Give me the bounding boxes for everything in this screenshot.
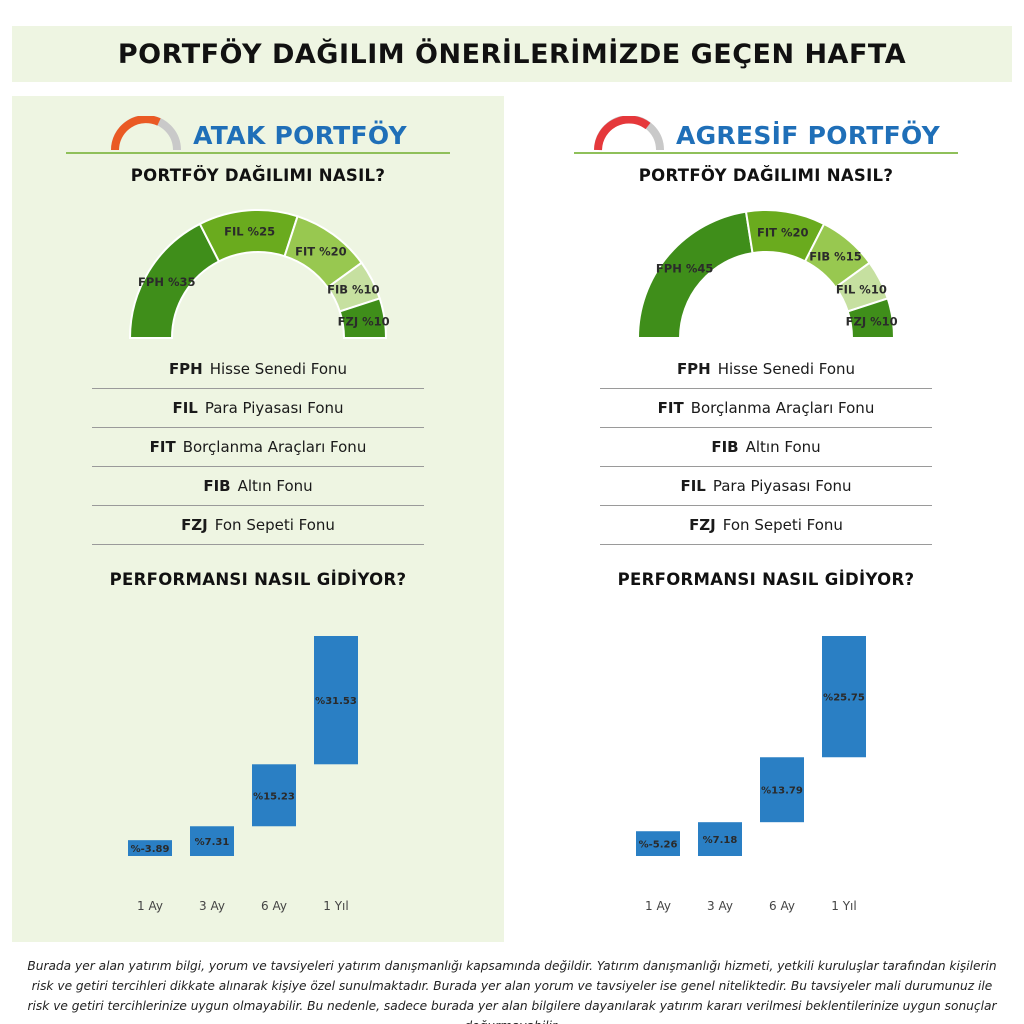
gauge-segment-fzj [338,297,388,339]
performance-chart: %-5.26 1 Ay %7.18 3 Ay %13.79 6 Ay %25.75 1 Yıl [636,636,866,913]
x-tick-label: 3 Ay [199,899,225,913]
gauge-label-fph: FPH %45 [656,262,713,276]
agresif-portfolio-panel: AGRESİF PORTFÖY PORTFÖY DAĞILIMI NASIL? … [520,96,1012,942]
legend-row: FIT Borçlanma Araçları Fonu [600,389,932,428]
fund-code: FZJ [689,516,716,534]
bar-value-label: %7.31 [195,837,230,848]
fund-legend: FPH Hisse Senedi Fonu FIT Borçlanma Araçla… [600,350,932,545]
performance-bar [698,822,742,856]
performance-bar [252,764,296,827]
gauge-label-fib: FIB %10 [327,282,379,296]
fund-code: FIB [711,438,739,456]
fund-code: FZJ [181,516,208,534]
portfolio-title: ATAK PORTFÖY [12,116,504,154]
x-tick-label: 1 Yıl [323,899,348,913]
performance-bar [314,636,358,765]
x-tick-label: 6 Ay [769,899,795,913]
atak-portfolio-panel: ATAK PORTFÖY PORTFÖY DAĞILIMI NASIL? FPH… [12,96,504,942]
fund-name: Altın Fonu [237,477,313,495]
legend-row: FZJ Fon Sepeti Fonu [92,506,424,545]
x-tick-label: 1 Ay [137,899,163,913]
portfolio-name: AGRESİF PORTFÖY [675,120,941,150]
bar-value-label: %-3.89 [131,844,170,855]
allocation-heading: PORTFÖY DAĞILIMI NASIL? [130,166,386,185]
gauge-label-fil: FIL %25 [224,224,275,238]
fund-name: Fon Sepeti Fonu [722,516,843,534]
fund-code: FIB [203,477,231,495]
x-tick-label: 1 Yıl [831,899,856,913]
bar-value-label: %13.79 [761,786,803,797]
portfolio-title: AGRESİF PORTFÖY [520,116,1012,154]
fund-legend: FPH Hisse Senedi Fonu FIL Para Piyasası Fo… [92,350,424,545]
allocation-gauge: FPH %35 FIL %25 FIT %20 FIB %10 FZJ %10 [128,209,390,339]
x-tick-label: 3 Ay [707,899,733,913]
fund-code: FIL [172,399,198,417]
legend-row: FZJ Fon Sepeti Fonu [600,506,932,545]
fund-name: Borçlanma Araçları Fonu [182,438,367,456]
allocation-heading: PORTFÖY DAĞILIMI NASIL? [638,166,894,185]
fund-code: FPH [168,360,203,378]
fund-code: FIT [149,438,176,456]
performance-bar [128,840,172,856]
gauge-label-fzj: FZJ %10 [846,314,898,328]
gauge-label-fit: FIT %20 [757,225,809,239]
legend-row: FPH Hisse Senedi Fonu [92,350,424,389]
portfolio-name: ATAK PORTFÖY [193,120,407,150]
x-tick-label: 6 Ay [261,899,287,913]
legal-disclaimer: Burada yer alan yatırım bilgi, yorum ve … [27,959,997,1024]
fund-name: Hisse Senedi Fonu [717,360,856,378]
fund-name: Fon Sepeti Fonu [214,516,335,534]
performance-bar [822,636,866,758]
bar-value-label: %-5.26 [639,840,678,851]
fund-name: Hisse Senedi Fonu [209,360,348,378]
title-divider [66,152,450,154]
fund-code: FIL [680,477,706,495]
bar-value-label: %7.18 [703,835,738,846]
gauge-label-fib: FIB %15 [809,250,861,264]
legend-row: FIL Para Piyasası Fonu [92,389,424,428]
fund-name: Borçlanma Araçları Fonu [690,399,875,417]
fund-code: FPH [676,360,711,378]
fund-name: Altın Fonu [745,438,821,456]
x-tick-label: 1 Ay [645,899,671,913]
bar-value-label: %31.53 [315,696,357,707]
fund-name: Para Piyasası Fonu [204,399,344,417]
gauge-segment-fzj [846,297,896,339]
bar-value-label: %15.23 [253,791,295,802]
performance-chart: %-3.89 1 Ay %7.31 3 Ay %15.23 6 Ay %31.53 1 Yıl [128,636,358,913]
legend-row: FPH Hisse Senedi Fonu [600,350,932,389]
gauge-label-fit: FIT %20 [295,244,347,258]
performance-heading: PERFORMANSI NASIL GİDİYOR? [617,570,915,589]
speedometer-orange-icon [111,116,182,151]
legend-row: FIT Borçlanma Araçları Fonu [92,428,424,467]
gauge-label-fzj: FZJ %10 [338,314,390,328]
performance-heading: PERFORMANSI NASIL GİDİYOR? [109,570,407,589]
fund-code: FIT [657,399,684,417]
speedometer-red-icon [593,116,664,151]
gauge-label-fph: FPH %35 [138,275,195,289]
legend-row: FIB Altın Fonu [92,467,424,506]
gauge-label-fil: FIL %10 [836,282,887,296]
performance-bar [636,831,680,856]
header-banner: PORTFÖY DAĞILIM ÖNERİLERİMİZDE GEÇEN HAF… [12,26,1012,82]
legend-row: FIB Altın Fonu [600,428,932,467]
performance-bar [190,826,234,856]
bar-value-label: %25.75 [823,693,865,704]
title-divider [574,152,958,154]
legend-row: FIL Para Piyasası Fonu [600,467,932,506]
performance-bar [760,757,804,823]
fund-name: Para Piyasası Fonu [712,477,852,495]
page-title: PORTFÖY DAĞILIM ÖNERİLERİMİZDE GEÇEN HAF… [117,38,907,70]
